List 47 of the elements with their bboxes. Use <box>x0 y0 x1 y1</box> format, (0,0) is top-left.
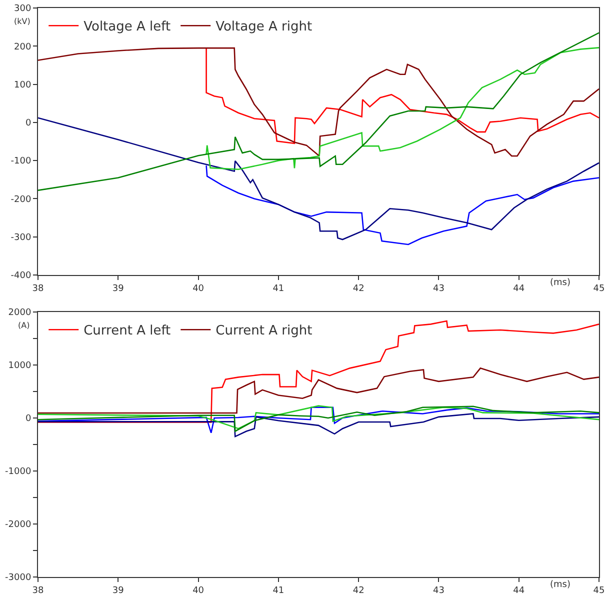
y-tick-label: 200 <box>14 42 32 52</box>
y-tick-label: 1000 <box>8 361 32 372</box>
x-tick-label: 40 <box>192 284 204 294</box>
y-tick-label: 0 <box>25 414 32 424</box>
line-series <box>206 47 599 144</box>
x-tick-label: 44 <box>513 284 525 294</box>
y-tick-label: 300 <box>14 4 32 14</box>
x-tick-label: 38 <box>32 284 44 294</box>
y-tick-label: -100 <box>10 156 32 167</box>
y-tick-label: -200 <box>10 194 32 205</box>
x-tick-label: 42 <box>352 284 364 294</box>
line-series <box>38 368 599 414</box>
y-tick-label: -3000 <box>5 573 32 584</box>
x-axis-title: (ms) <box>550 278 570 288</box>
line-series <box>206 47 599 170</box>
x-tick-label: 45 <box>593 586 605 595</box>
x-tick-label: 41 <box>272 586 284 595</box>
line-series <box>38 413 599 438</box>
legend-label: Voltage A left <box>84 20 171 35</box>
legend-label: Voltage A right <box>216 20 312 35</box>
x-tick-label: 42 <box>352 586 364 595</box>
line-series <box>38 320 599 423</box>
y-tick-label: 2000 <box>8 308 32 318</box>
y-tick-label: -2000 <box>5 520 32 530</box>
x-axis-title: (ms) <box>550 580 570 590</box>
legend-label: Current A left <box>84 324 171 339</box>
line-series <box>38 47 599 157</box>
x-tick-label: 39 <box>112 284 124 294</box>
x-tick-label: 43 <box>432 586 444 595</box>
x-tick-label: 45 <box>593 284 605 294</box>
line-series <box>206 164 599 246</box>
x-tick-label: 44 <box>513 586 525 595</box>
legend-label: Current A right <box>216 324 312 339</box>
y-tick-label: -300 <box>10 233 32 244</box>
line-series <box>38 32 599 191</box>
y-axis-title: (A) <box>18 321 30 330</box>
y-tick-label: -400 <box>10 271 32 282</box>
x-tick-label: 40 <box>192 586 204 595</box>
x-tick-label: 39 <box>112 586 124 595</box>
y-axis-title: (kV) <box>14 17 30 26</box>
x-tick-label: 41 <box>272 284 284 294</box>
x-tick-label: 43 <box>432 284 444 294</box>
y-tick-label: 0 <box>25 118 32 129</box>
x-tick-label: 38 <box>32 586 44 595</box>
line-series <box>38 117 599 240</box>
y-tick-label: 100 <box>14 80 32 90</box>
y-tick-label: -1000 <box>5 467 32 478</box>
